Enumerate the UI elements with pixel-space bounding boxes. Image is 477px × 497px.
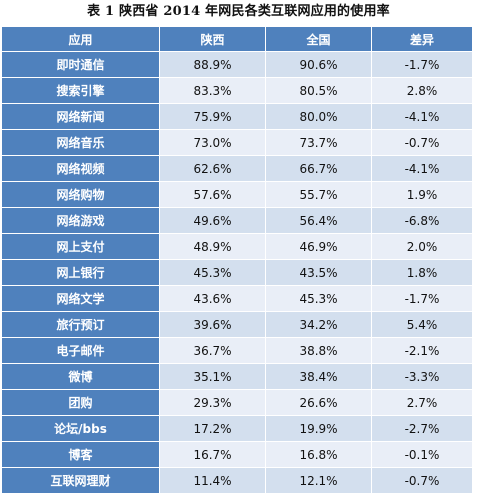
cell-app-name: 搜索引擎	[1, 77, 160, 104]
cell-national-rate: 45.3%	[265, 285, 372, 312]
column-header-app: 应用	[1, 26, 160, 52]
cell-difference: -3.3%	[371, 363, 473, 390]
cell-difference: -1.7%	[371, 285, 473, 312]
table-row: 网络视频 62.6% 66.7% -4.1%	[1, 155, 473, 182]
cell-difference: 2.7%	[371, 389, 473, 416]
cell-national-rate: 34.2%	[265, 311, 372, 338]
cell-difference: -0.7%	[371, 129, 473, 156]
cell-shaanxi-rate: 62.6%	[159, 155, 266, 182]
cell-national-rate: 46.9%	[265, 233, 372, 260]
cell-national-rate: 55.7%	[265, 181, 372, 208]
cell-difference: -4.1%	[371, 155, 473, 182]
cell-national-rate: 80.5%	[265, 77, 372, 104]
cell-difference: -6.8%	[371, 207, 473, 234]
cell-shaanxi-rate: 29.3%	[159, 389, 266, 416]
cell-app-name: 论坛/bbs	[1, 415, 160, 442]
cell-national-rate: 12.1%	[265, 467, 372, 494]
cell-app-name: 网上支付	[1, 233, 160, 260]
cell-shaanxi-rate: 16.7%	[159, 441, 266, 468]
cell-national-rate: 38.8%	[265, 337, 372, 364]
cell-difference: -2.1%	[371, 337, 473, 364]
cell-shaanxi-rate: 36.7%	[159, 337, 266, 364]
column-header-national: 全国	[265, 26, 372, 52]
table-row: 网络文学 43.6% 45.3% -1.7%	[1, 285, 473, 312]
cell-shaanxi-rate: 11.4%	[159, 467, 266, 494]
cell-app-name: 网络新闻	[1, 103, 160, 130]
cell-national-rate: 66.7%	[265, 155, 372, 182]
cell-national-rate: 90.6%	[265, 51, 372, 78]
cell-national-rate: 26.6%	[265, 389, 372, 416]
cell-shaanxi-rate: 75.9%	[159, 103, 266, 130]
cell-difference: 1.8%	[371, 259, 473, 286]
cell-app-name: 网络视频	[1, 155, 160, 182]
cell-national-rate: 43.5%	[265, 259, 372, 286]
cell-national-rate: 16.8%	[265, 441, 372, 468]
cell-difference: -0.7%	[371, 467, 473, 494]
table-row: 微博 35.1% 38.4% -3.3%	[1, 363, 473, 390]
table-header-row: 应用 陕西 全国 差异	[1, 26, 473, 52]
cell-shaanxi-rate: 43.6%	[159, 285, 266, 312]
cell-difference: -4.1%	[371, 103, 473, 130]
table-row: 旅行预订 39.6% 34.2% 5.4%	[1, 311, 473, 338]
cell-app-name: 网上银行	[1, 259, 160, 286]
cell-difference: -2.7%	[371, 415, 473, 442]
cell-difference: -1.7%	[371, 51, 473, 78]
table-row: 搜索引擎 83.3% 80.5% 2.8%	[1, 77, 473, 104]
cell-national-rate: 38.4%	[265, 363, 372, 390]
cell-app-name: 电子邮件	[1, 337, 160, 364]
table-row: 互联网理财 11.4% 12.1% -0.7%	[1, 467, 473, 494]
cell-shaanxi-rate: 57.6%	[159, 181, 266, 208]
cell-shaanxi-rate: 49.6%	[159, 207, 266, 234]
cell-shaanxi-rate: 45.3%	[159, 259, 266, 286]
cell-difference: 2.8%	[371, 77, 473, 104]
cell-difference: 1.9%	[371, 181, 473, 208]
table-row: 网络音乐 73.0% 73.7% -0.7%	[1, 129, 473, 156]
cell-difference: 2.0%	[371, 233, 473, 260]
table-row: 即时通信 88.9% 90.6% -1.7%	[1, 51, 473, 78]
cell-national-rate: 19.9%	[265, 415, 372, 442]
cell-app-name: 网络文学	[1, 285, 160, 312]
table-row: 团购 29.3% 26.6% 2.7%	[1, 389, 473, 416]
cell-shaanxi-rate: 48.9%	[159, 233, 266, 260]
cell-app-name: 团购	[1, 389, 160, 416]
cell-shaanxi-rate: 83.3%	[159, 77, 266, 104]
column-header-shaanxi: 陕西	[159, 26, 266, 52]
cell-app-name: 即时通信	[1, 51, 160, 78]
cell-app-name: 网络游戏	[1, 207, 160, 234]
cell-app-name: 网络购物	[1, 181, 160, 208]
cell-national-rate: 80.0%	[265, 103, 372, 130]
table-row: 博客 16.7% 16.8% -0.1%	[1, 441, 473, 468]
cell-app-name: 博客	[1, 441, 160, 468]
cell-app-name: 网络音乐	[1, 129, 160, 156]
cell-difference: 5.4%	[371, 311, 473, 338]
usage-rate-table: 应用 陕西 全国 差异 即时通信 88.9% 90.6% -1.7% 搜索引擎 83.3%…	[1, 26, 473, 494]
cell-app-name: 旅行预订	[1, 311, 160, 338]
table-row: 网上支付 48.9% 46.9% 2.0%	[1, 233, 473, 260]
column-header-diff: 差异	[371, 26, 473, 52]
table-row: 论坛/bbs 17.2% 19.9% -2.7%	[1, 415, 473, 442]
table-row: 网络新闻 75.9% 80.0% -4.1%	[1, 103, 473, 130]
table-row: 电子邮件 36.7% 38.8% -2.1%	[1, 337, 473, 364]
cell-app-name: 互联网理财	[1, 467, 160, 494]
table-row: 网络游戏 49.6% 56.4% -6.8%	[1, 207, 473, 234]
cell-shaanxi-rate: 39.6%	[159, 311, 266, 338]
table-title: 表 1 陕西省 2014 年网民各类互联网应用的使用率	[87, 4, 390, 19]
cell-shaanxi-rate: 73.0%	[159, 129, 266, 156]
cell-national-rate: 56.4%	[265, 207, 372, 234]
cell-shaanxi-rate: 35.1%	[159, 363, 266, 390]
cell-app-name: 微博	[1, 363, 160, 390]
cell-shaanxi-rate: 17.2%	[159, 415, 266, 442]
cell-shaanxi-rate: 88.9%	[159, 51, 266, 78]
table-body: 即时通信 88.9% 90.6% -1.7% 搜索引擎 83.3% 80.5% 2.8% 网络新…	[1, 51, 473, 494]
table-row: 网上银行 45.3% 43.5% 1.8%	[1, 259, 473, 286]
cell-national-rate: 73.7%	[265, 129, 372, 156]
cell-difference: -0.1%	[371, 441, 473, 468]
table-row: 网络购物 57.6% 55.7% 1.9%	[1, 181, 473, 208]
